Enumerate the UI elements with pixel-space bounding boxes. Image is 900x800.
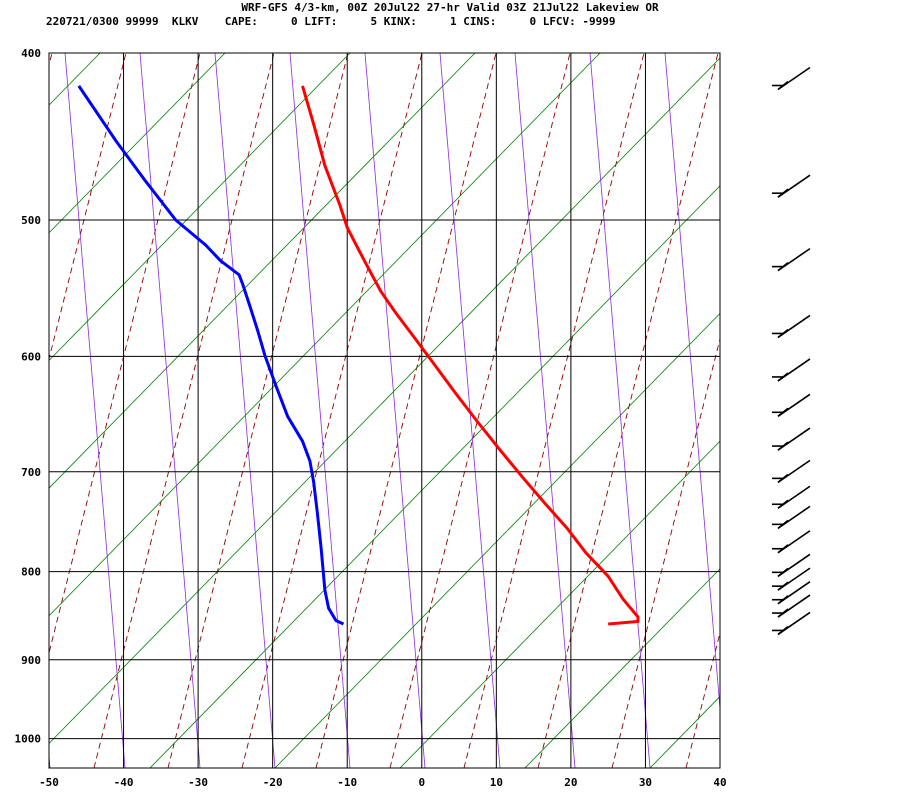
pressure-tick-label: 700 bbox=[21, 466, 41, 479]
isotherm-line bbox=[315, 53, 497, 768]
dry-adiabat-line bbox=[775, 53, 900, 768]
temperature-tick-label: 30 bbox=[639, 776, 652, 789]
sounding-traces bbox=[77, 85, 640, 626]
moist-adiabat-line bbox=[289, 53, 351, 768]
moist-adiabat-line bbox=[514, 53, 576, 768]
wind-barb bbox=[772, 530, 811, 554]
wind-barb bbox=[772, 247, 811, 272]
temperature-tick-label: 10 bbox=[490, 776, 503, 789]
wind-barb bbox=[772, 505, 811, 530]
temperature-tick-label: -50 bbox=[39, 776, 59, 789]
isotherm-line bbox=[49, 53, 127, 361]
temperature-tick-label: -30 bbox=[188, 776, 208, 789]
isotherm-line bbox=[167, 53, 349, 768]
wind-barb bbox=[772, 358, 811, 382]
pressure-axis: 400 500 600 700 800 900 1000 bbox=[15, 47, 42, 746]
isotherm-line bbox=[834, 53, 900, 768]
dry-adiabat-line bbox=[524, 568, 720, 768]
pressure-tick-label: 600 bbox=[21, 350, 41, 363]
dry-adiabat-line bbox=[274, 312, 720, 768]
plot-frame bbox=[48, 52, 721, 769]
isotherm-line bbox=[49, 53, 201, 655]
temperature-tick-label: 0 bbox=[418, 776, 425, 789]
chart-title: WRF-GFS 4/3-km, 00Z 20Jul22 27-hr Valid … bbox=[241, 1, 659, 14]
stability-indices: 220721/0300 99999 KLKV CAPE: 0 LIFT: 5 K… bbox=[46, 15, 616, 28]
wind-barbs bbox=[772, 66, 811, 636]
temperature-tick-label: 40 bbox=[713, 776, 726, 789]
isotherm-line bbox=[93, 53, 275, 768]
dry-adiabat-line bbox=[49, 57, 720, 745]
moist-adiabat-line bbox=[589, 53, 651, 768]
moist-adiabat-line bbox=[740, 53, 800, 768]
isotherm-line bbox=[685, 631, 720, 768]
dry-adiabat-line bbox=[49, 53, 226, 234]
moist-adiabat-line bbox=[214, 53, 276, 768]
moist-adiabat-line bbox=[664, 53, 720, 714]
wind-barb bbox=[772, 66, 811, 91]
wind-barb bbox=[772, 459, 811, 484]
wind-barb bbox=[772, 581, 811, 605]
temperature-tick-label: -40 bbox=[114, 776, 134, 789]
dewpoint-trace bbox=[77, 85, 345, 626]
pressure-tick-label: 400 bbox=[21, 47, 41, 60]
dry-adiabat-line bbox=[149, 185, 720, 768]
moist-adiabat-line bbox=[364, 53, 426, 768]
wind-barb bbox=[772, 427, 811, 451]
dry-adiabat-line bbox=[49, 53, 351, 362]
isotherm-line bbox=[463, 53, 645, 768]
wind-barb bbox=[772, 174, 811, 198]
dry-adiabat-line bbox=[649, 695, 720, 768]
temperature-tick-label: 20 bbox=[564, 776, 577, 789]
dry-adiabat-line bbox=[399, 440, 720, 768]
wind-barb bbox=[772, 611, 811, 636]
wind-barb bbox=[772, 567, 811, 591]
moist-adiabat-line bbox=[815, 53, 875, 768]
dry-adiabat-line bbox=[49, 53, 601, 617]
temperature-tick-label: -10 bbox=[337, 776, 357, 789]
wind-barb bbox=[772, 594, 811, 618]
isotherm-line bbox=[537, 53, 719, 768]
moist-adiabat-line bbox=[139, 53, 201, 768]
pressure-tick-label: 800 bbox=[21, 566, 41, 579]
temperature-axis: -50 -40 -30 -20 -10 0 10 20 30 40 bbox=[39, 776, 727, 789]
grid bbox=[49, 52, 720, 768]
pressure-tick-label: 900 bbox=[21, 654, 41, 667]
background-lines bbox=[49, 53, 900, 768]
pressure-tick-label: 500 bbox=[21, 214, 41, 227]
moist-adiabat-line bbox=[64, 53, 126, 768]
wind-barb bbox=[772, 485, 811, 509]
isotherm-line bbox=[611, 337, 720, 768]
dry-adiabat-line bbox=[49, 53, 101, 106]
isotherm-line bbox=[389, 53, 571, 768]
moist-adiabat-line bbox=[890, 53, 900, 768]
wind-barb bbox=[772, 553, 811, 577]
pressure-tick-label: 1000 bbox=[15, 733, 42, 746]
isotherm-line bbox=[760, 53, 900, 768]
wind-barb bbox=[772, 314, 811, 339]
dry-adiabat-line bbox=[49, 53, 476, 489]
wind-barb bbox=[772, 393, 811, 417]
temperature-trace bbox=[301, 85, 640, 626]
isotherm-line bbox=[241, 53, 423, 768]
temperature-tick-label: -20 bbox=[263, 776, 283, 789]
